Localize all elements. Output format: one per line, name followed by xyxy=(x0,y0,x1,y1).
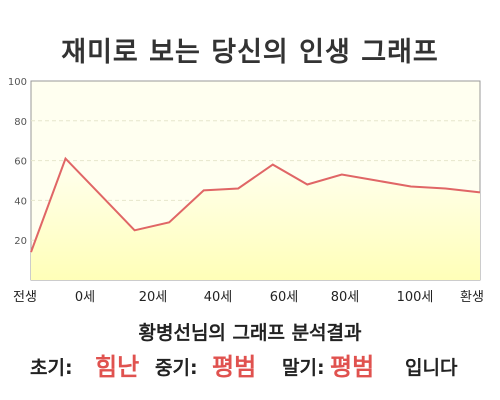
analysis-result: 초기: 힘난 중기: 평범 말기: 평범 입니다 xyxy=(0,345,500,385)
y-axis-ticks: 20 40 60 80 100 xyxy=(8,77,27,247)
x-tick-label: 환생 xyxy=(460,290,484,305)
x-tick-label: 80세 xyxy=(331,290,360,305)
early-label: 초기: xyxy=(30,357,73,379)
ending-text: 입니다 xyxy=(405,357,458,379)
mid-label: 중기: xyxy=(155,357,198,379)
x-tick-label: 40세 xyxy=(204,290,233,305)
early-value: 힘난 xyxy=(95,353,140,381)
y-tick-label: 100 xyxy=(8,77,27,88)
area-fill xyxy=(31,158,480,280)
y-tick-label: 40 xyxy=(14,196,27,207)
y-tick-label: 80 xyxy=(14,117,27,128)
x-axis-ticks: 전생 0세 20세 40세 60세 80세 100세 환생 xyxy=(13,290,484,305)
late-label: 말기: xyxy=(282,357,325,379)
y-tick-label: 20 xyxy=(14,236,27,247)
x-tick-label: 100세 xyxy=(397,290,434,305)
y-tick-label: 60 xyxy=(14,157,27,168)
late-value: 평범 xyxy=(330,353,375,381)
series-line xyxy=(30,156,481,253)
x-tick-label: 20세 xyxy=(139,290,168,305)
summary-title: 황병선님의 그래프 분석결과 xyxy=(138,322,362,344)
x-tick-label: 0세 xyxy=(75,290,95,305)
x-tick-label: 전생 xyxy=(13,290,37,305)
x-tick-label: 60세 xyxy=(270,290,299,305)
mid-value: 평범 xyxy=(212,353,257,381)
page-title: 재미로 보는 당신의 인생 그래프 xyxy=(61,37,439,68)
